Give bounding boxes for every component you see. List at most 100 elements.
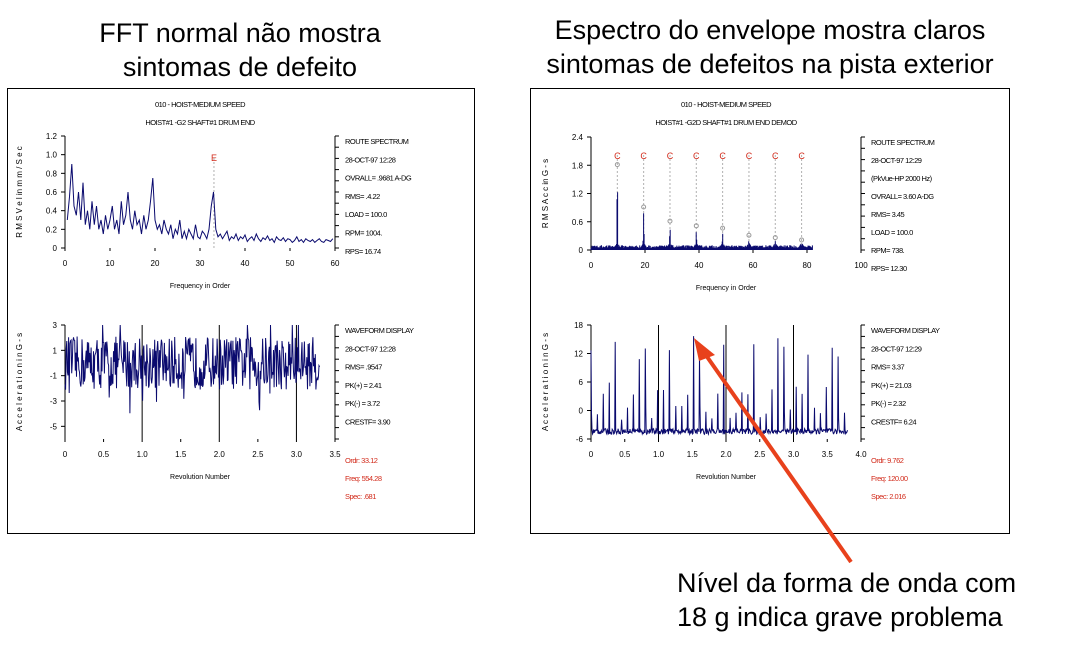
left-spectrum-ytick-label: 0.6 (46, 188, 58, 197)
right-waveform-ytick-label: 18 (574, 321, 583, 330)
left-waveform-info-line: 28-OCT-97 12:28 (345, 344, 396, 353)
right-waveform-info-line: CRESTF= 6.24 (871, 418, 916, 427)
left-spectrum-xtick-label: 10 (106, 259, 115, 268)
left-waveform-xtick-label: 2.5 (252, 450, 264, 459)
right-spectrum-xlabel: Frequency in Order (696, 285, 757, 292)
right-spectrum-marker-label: C (693, 151, 700, 161)
right-spectrum-info-line: ROUTE SPECTRUM (871, 138, 935, 147)
left-spectrum-ytick-label: 0.2 (46, 225, 58, 234)
annotation-line-2: 18 g indica grave problema (677, 602, 1003, 632)
right-spectrum-marker-circle (746, 232, 752, 238)
left-spectrum-xtick-label: 40 (241, 259, 250, 268)
right-spectrum-ytick-label: 0 (579, 246, 584, 255)
right-waveform-info-line: PK(+) = 21.03 (871, 381, 912, 390)
left-waveform-info-line: RMS= .9547 (345, 363, 382, 372)
right-waveform-ytick-label: 12 (574, 350, 583, 359)
left-waveform-ylabel: A c c e l e r a t i o n i n G - s (15, 333, 24, 431)
left-spectrum-info-line: RPM= 1004. (345, 229, 382, 238)
left-waveform-ytick-label: 1 (53, 346, 58, 355)
right-spectrum-marker-circle (614, 162, 620, 168)
left-waveform-xtick-label: 2.0 (214, 450, 226, 459)
left-waveform-ytick-label: -3 (50, 397, 58, 406)
right-waveform-xtick-label: 2.5 (754, 450, 766, 459)
right-spectrum-xtick-label: 40 (695, 261, 704, 270)
right-spectrum-header-line: 010 - HOIST-MEDIUM SPEED (681, 100, 772, 109)
right-waveform-xtick-label: 3.5 (822, 450, 834, 459)
left-chart-panel: 0 0.2 0.4 0.6 0.8 1.0 1.2 0 10 20 30 40 50 60 Frequenc… (7, 88, 475, 534)
right-waveform-info-line: RMS= 3.37 (871, 363, 905, 372)
left-spectrum-ytick-label: 0.8 (46, 169, 58, 178)
right-spectrum-marker-circle (641, 204, 647, 210)
right-spectrum-marker-circle (799, 237, 805, 243)
left-spectrum-xtick-label: 60 (331, 259, 340, 268)
right-waveform-info-line: WAVEFORM DISPLAY (871, 326, 940, 335)
right-waveform-xlabel: Revolution Number (696, 474, 757, 481)
left-spectrum-xtick-label: 30 (196, 259, 205, 268)
left-heading: FFT normal não mostra sintomas de defeit… (40, 16, 440, 84)
right-waveform-xtick-label: 0.5 (619, 450, 631, 459)
right-waveform-xtick-label: 2.0 (720, 450, 732, 459)
left-waveform-info-line: WAVEFORM DISPLAY (345, 326, 414, 335)
right-spectrum-marker-circle (772, 235, 778, 241)
right-spectrum-ytick-label: 1.2 (572, 190, 584, 199)
right-waveform-readout-line: Ordr: 9.762 (871, 456, 904, 465)
right-spectrum-xtick-label: 80 (803, 261, 812, 270)
right-spectrum-info-line: OVRALL= 3.60 A-DG (871, 192, 934, 201)
left-spectrum-xtick-label: 50 (286, 259, 295, 268)
right-heading-line-1: Espectro do envelope mostra claros (554, 15, 986, 45)
left-waveform-ytick-label: 3 (53, 321, 58, 330)
right-waveform-ytick-label: -6 (576, 435, 584, 444)
right-spectrum-ylabel: R M S A c c in G - s (541, 159, 550, 228)
left-waveform-info-line: PK(-) = 3.72 (345, 399, 380, 408)
annotation-line-1: Nível da forma de onda com (677, 568, 1017, 598)
left-heading-line-1: FFT normal não mostra (99, 18, 381, 48)
left-spectrum-info-line: RPS= 16.74 (345, 247, 381, 256)
left-waveform-readout-line: Ordr: 33.12 (345, 456, 378, 465)
left-waveform-xtick-label: 0 (63, 450, 68, 459)
left-spectrum-ytick-label: 0.4 (46, 207, 58, 216)
right-spectrum-info-line: (PkVue-HP 2000 Hz) (871, 174, 933, 183)
right-spectrum-marker-label: C (746, 151, 753, 161)
right-spectrum-marker-label: C (798, 151, 805, 161)
left-heading-line-2: sintomas de defeito (122, 52, 358, 82)
left-spectrum-marker-label: E (211, 153, 217, 163)
right-waveform-xtick-label: 0 (589, 450, 594, 459)
right-spectrum-xtick-label: 20 (641, 261, 650, 270)
left-spectrum-info-line: ROUTE SPECTRUM (345, 137, 409, 146)
right-waveform-ytick-label: 0 (579, 407, 584, 416)
left-spectrum-header-line: 010 - HOIST-MEDIUM SPEED (155, 100, 246, 109)
right-waveform-xtick-label: 3.0 (788, 450, 800, 459)
left-spectrum-info-line: 28-OCT-97 12:28 (345, 155, 396, 164)
left-spectrum-ylabel: R M S V e l in m m / S e c (15, 146, 24, 238)
left-waveform-info-line: CRESTF= 3.90 (345, 418, 390, 427)
right-waveform-trace (590, 336, 848, 437)
arrow-shaft (701, 349, 853, 564)
left-waveform-xtick-label: 1.5 (175, 450, 187, 459)
right-spectrum-marker-circle (667, 218, 673, 224)
right-waveform-xtick-label: 1.0 (653, 450, 665, 459)
left-spectrum-info-line: LOAD = 100.0 (345, 210, 387, 219)
left-spectrum-trace (66, 163, 334, 244)
right-spectrum-info-line: RPS= 12.30 (871, 264, 907, 273)
left-spectrum-ytick-label: 0 (53, 244, 58, 253)
right-heading: Espectro do envelope mostra claros sinto… (490, 13, 1050, 81)
right-heading-line-2: sintomas de defeitos na pista exterior (546, 49, 994, 79)
right-spectrum-ytick-label: 0.6 (572, 218, 584, 227)
left-waveform-ytick-label: -1 (50, 372, 58, 381)
left-spectrum-ytick-label: 1.0 (46, 151, 58, 160)
arrow-head (694, 338, 715, 361)
left-spectrum-ytick-label: 1.2 (46, 132, 58, 141)
left-waveform-info-line: PK(+) = 2.41 (345, 381, 382, 390)
left-waveform-xtick-label: 1.0 (137, 450, 149, 459)
right-waveform-info-line: PK(-) = 2.32 (871, 399, 906, 408)
right-spectrum-marker-label: C (719, 151, 726, 161)
left-waveform-xtick-label: 3.5 (329, 450, 341, 459)
right-waveform-ylabel: A c c e l e r a t i o n i n G - s (541, 333, 550, 431)
right-waveform-info-line: 28-OCT-97 12:29 (871, 344, 922, 353)
annotation-note: Nível da forma de onda com 18 g indica g… (677, 566, 1077, 634)
right-spectrum-marker-label: C (640, 151, 647, 161)
right-waveform-readout-line: Spec: 2.016 (871, 492, 906, 501)
right-spectrum-xtick-label: 100 (854, 261, 868, 270)
right-spectrum-xtick-label: 0 (589, 261, 594, 270)
